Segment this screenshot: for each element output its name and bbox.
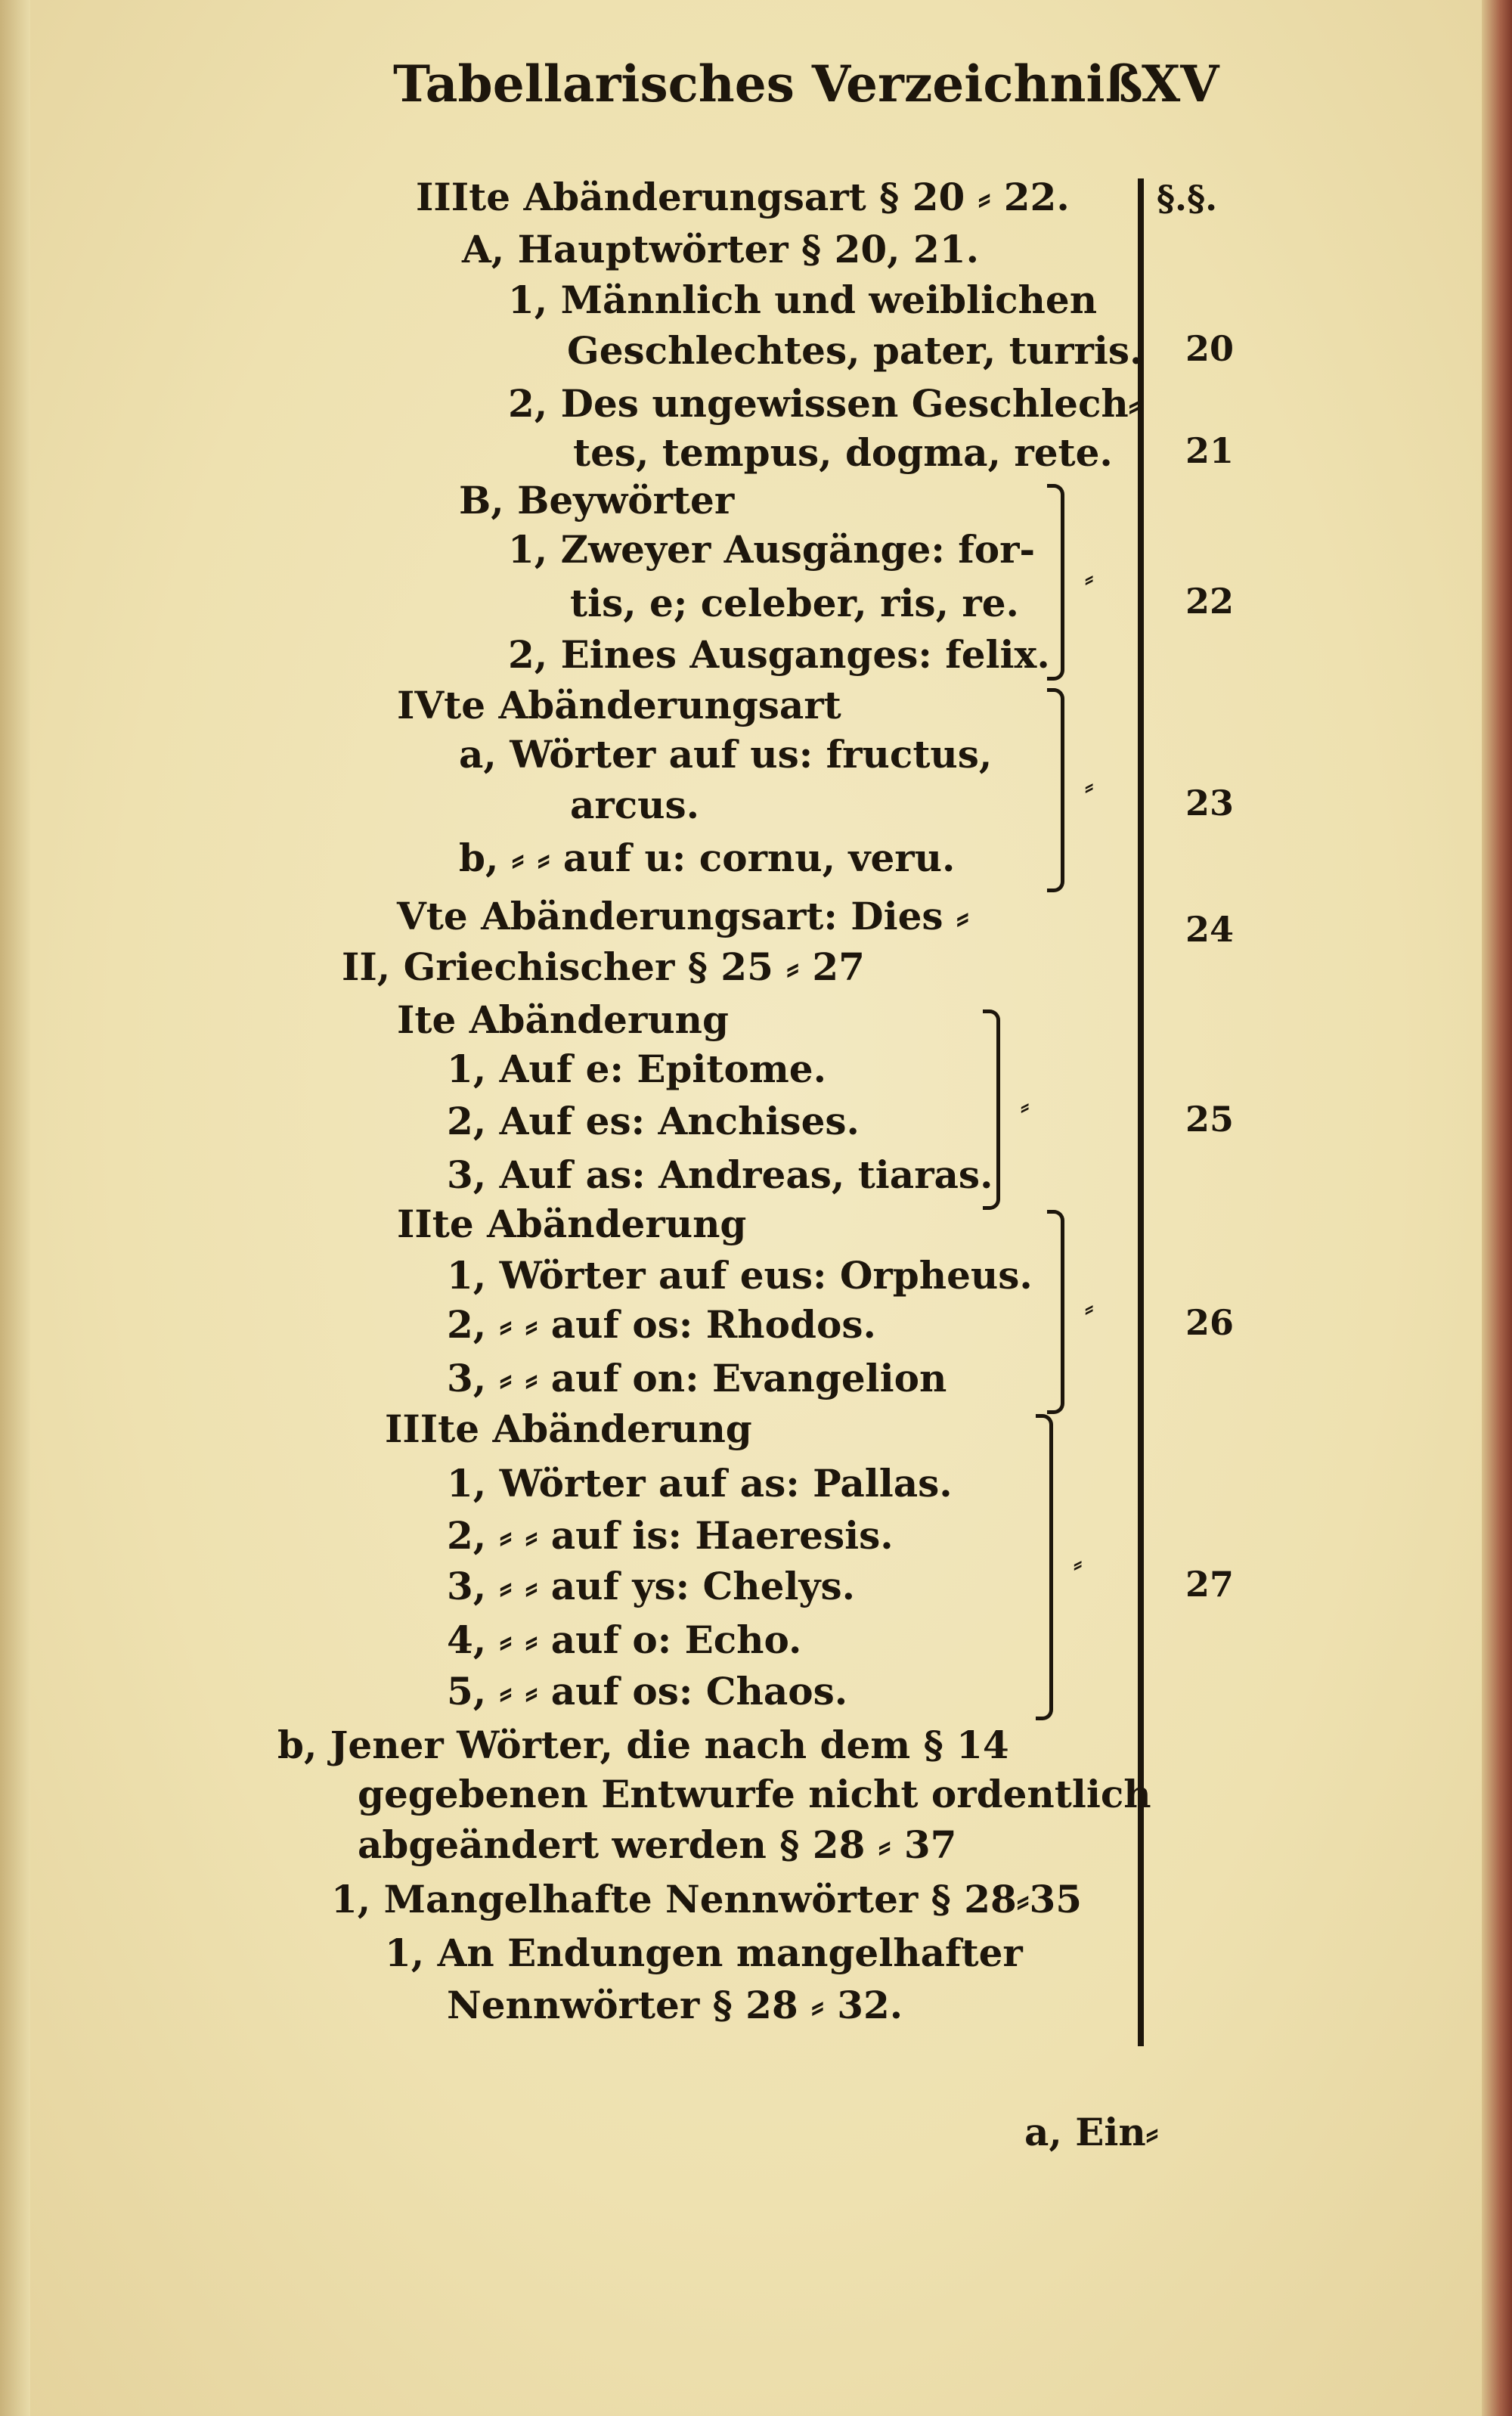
- toc-line: A, Hauptwörter § 20, 21.: [462, 227, 979, 271]
- page-left-edge: [0, 0, 30, 2416]
- toc-line: 1, Mangelhafte Nennwörter § 28⸗35: [331, 1877, 1083, 1921]
- section-number: 22: [1185, 581, 1234, 622]
- toc-line: 2, Des ungewissen Geschlech⸗: [508, 381, 1142, 426]
- toc-line: B, Beywörter: [459, 478, 735, 523]
- catchword: a, Ein⸗: [1024, 2110, 1159, 2154]
- page-right-edge: [1482, 0, 1512, 2416]
- toc-line: 1, Wörter auf as: Pallas.: [447, 1461, 953, 1506]
- toc-line: arcus.: [570, 783, 700, 827]
- toc-line: b, Jener Wörter, die nach dem § 14: [277, 1723, 1009, 1767]
- toc-line: 3, ⸗ ⸗ auf ys: Chelys.: [447, 1564, 856, 1608]
- toc-line: b, ⸗ ⸗ auf u: cornu, veru.: [459, 836, 956, 880]
- toc-line: 2, ⸗ ⸗ auf is: Haeresis.: [447, 1513, 894, 1558]
- section-column-heading: §.§.: [1157, 178, 1218, 219]
- toc-line: tes, tempus, dogma, rete.: [573, 430, 1113, 475]
- toc-line: 2, ⸗ ⸗ auf os: Rhodos.: [447, 1302, 876, 1347]
- section-number: 20: [1185, 328, 1234, 369]
- toc-line: IIIte Abänderung: [385, 1406, 752, 1451]
- toc-line: 4, ⸗ ⸗ auf o: Echo.: [447, 1617, 802, 1662]
- toc-line: Vte Abänderungsart: Dies ⸗: [397, 894, 969, 938]
- toc-line: 5, ⸗ ⸗ auf os: Chaos.: [447, 1669, 848, 1714]
- brace-mark: ⸗: [1085, 771, 1094, 802]
- section-number: 21: [1185, 430, 1234, 471]
- toc-line: Nennwörter § 28 ⸗ 32.: [447, 1983, 903, 2027]
- section-number: 24: [1185, 909, 1234, 950]
- grouping-brace: [1047, 484, 1064, 681]
- running-title: Tabellarisches Verzeichniß: [393, 54, 1143, 113]
- brace-mark: ⸗: [1074, 1548, 1083, 1579]
- section-number: 25: [1185, 1099, 1234, 1140]
- toc-line: 1, Auf e: Epitome.: [447, 1047, 826, 1091]
- toc-line: 3, Auf as: Andreas, tiaras.: [447, 1152, 993, 1197]
- grouping-brace: [1047, 1210, 1064, 1414]
- brace-mark: ⸗: [1021, 1090, 1030, 1121]
- toc-line: tis, e; celeber, ris, re.: [570, 581, 1019, 625]
- section-number: 26: [1185, 1302, 1234, 1343]
- section-number: 23: [1185, 783, 1234, 823]
- toc-line: 1, Männlich und weiblichen: [508, 278, 1098, 322]
- toc-line: gegebenen Entwurfe nicht ordentlich: [358, 1772, 1151, 1816]
- toc-line: IVte Abänderungsart: [397, 683, 841, 727]
- brace-mark: ⸗: [1085, 1293, 1094, 1323]
- toc-line: IIte Abänderung: [397, 1202, 747, 1246]
- toc-line: IIIte Abänderungsart § 20 ⸗ 22.: [416, 175, 1070, 219]
- toc-line: abgeändert werden § 28 ⸗ 37: [358, 1822, 957, 1867]
- toc-line: Ite Abänderung: [397, 997, 729, 1042]
- toc-line: II, Griechischer § 25 ⸗ 27: [342, 944, 865, 989]
- grouping-brace: [1047, 688, 1064, 892]
- grouping-brace: [983, 1010, 1000, 1210]
- section-number: 27: [1185, 1564, 1234, 1605]
- toc-line: 1, An Endungen mangelhafter: [385, 1931, 1023, 1975]
- toc-line: a, Wörter auf us: fructus,: [459, 732, 993, 777]
- toc-line: 1, Zweyer Ausgänge: for-: [508, 527, 1036, 572]
- column-divider-rule: [1138, 178, 1144, 2046]
- toc-line: 2, Eines Ausganges: felix.: [508, 632, 1050, 677]
- grouping-brace: [1036, 1414, 1053, 1720]
- toc-line: 3, ⸗ ⸗ auf on: Evangelion: [447, 1356, 947, 1400]
- brace-mark: ⸗: [1085, 563, 1094, 594]
- toc-line: 2, Auf es: Anchises.: [447, 1099, 860, 1143]
- toc-line: Geschlechtes, pater, turris.: [567, 328, 1143, 373]
- page-number: XV: [1142, 54, 1219, 113]
- toc-line: 1, Wörter auf eus: Orpheus.: [447, 1253, 1033, 1298]
